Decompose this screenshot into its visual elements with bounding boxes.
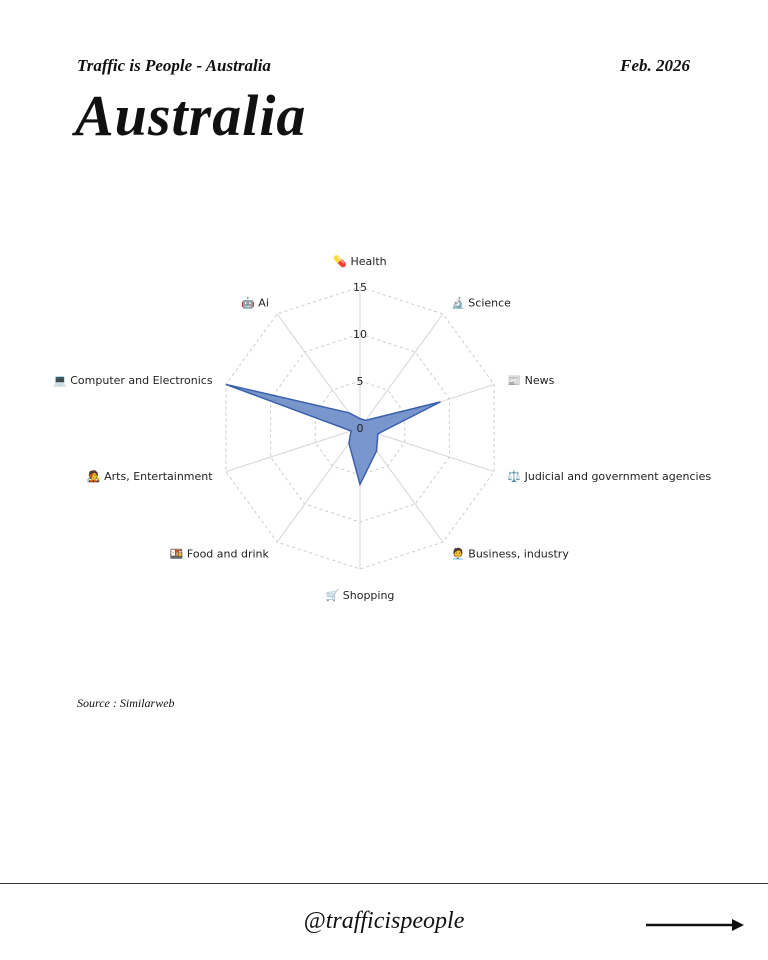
page-title: Australia [75,83,307,148]
axis-label: 🧑‍🎤 Arts, Entertainment [87,469,213,483]
social-handle: @trafficispeople [303,908,465,934]
axis-label: 💊 Health [333,254,386,268]
tick-label: 0 [357,422,364,435]
grid-spoke [225,427,361,473]
axis-label: ⚖️ Judicial and government agencies [507,470,711,483]
footer-divider [0,883,768,884]
axis-label: 🔬 Science [451,296,511,310]
tick-label: 15 [353,281,367,294]
axis-label: 🍱 Food and drink [170,547,270,560]
data-series-area [225,383,441,487]
grid-ring-15 [225,286,495,570]
axis-label: 💻 Computer and Electronics [53,374,213,387]
grid-spoke [359,427,495,473]
date: Feb. 2026 [620,56,690,75]
grid-spoke [359,313,444,429]
grid-spoke [276,427,361,543]
axis-label: 🧑‍💼 Business, industry [451,546,569,560]
grid-spoke [276,313,361,429]
tick-label: 10 [353,328,367,341]
source-note: Source : Similarweb [77,696,175,710]
tick-label: 5 [357,375,364,388]
axis-label: 🤖 Ai [241,297,269,310]
arrow-right-icon[interactable] [646,916,746,934]
subtitle: Traffic is People - Australia [77,56,271,75]
axis-label: 🛒 Shopping [326,589,395,602]
axis-label: 📰 News [507,374,554,387]
